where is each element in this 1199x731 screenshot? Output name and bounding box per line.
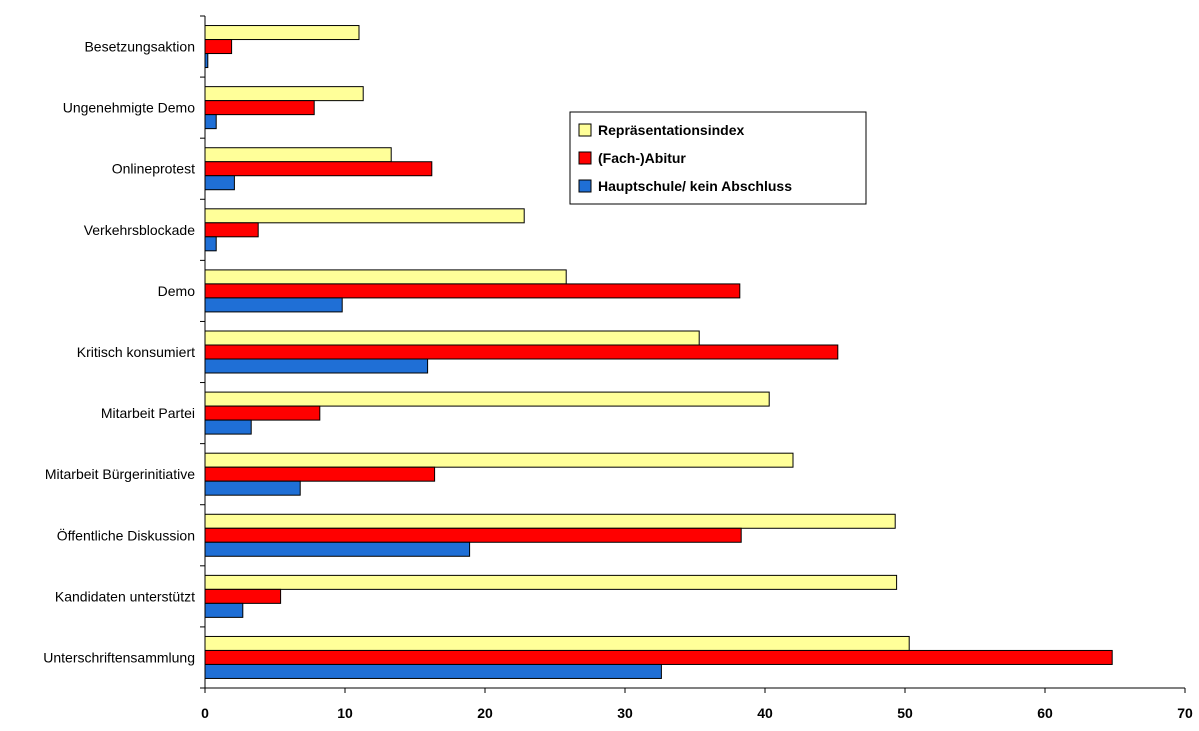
bar-mitarbeit-partei-hauptschule-kein-abschluss [204,419,252,435]
bar-kandidaten-unterstutzt-hauptschule-kein-abschluss [204,602,244,618]
legend-label-fach-abitur: (Fach-)Abitur [598,150,686,166]
x-tick-label-30: 30 [617,705,633,721]
category-label-ungenehmigte-demo: Ungenehmigte Demo [63,100,196,116]
bar-kandidaten-unterstutzt-fach-abitur [204,588,282,604]
x-tick-label-0: 0 [201,705,209,721]
bar-verkehrsblockade-reprasentationsindex [204,208,525,224]
bar-ungenehmigte-demo-reprasentationsindex [204,86,364,102]
bar-besetzungsaktion-reprasentationsindex [204,25,360,41]
legend: Repräsentationsindex (Fach-)Abitur Hauptsc… [569,111,867,205]
bar-onlineprotest-fach-abitur [204,161,433,177]
bar-mitarbeit-partei-fach-abitur [204,405,321,421]
bar-offentliche-diskussion-reprasentationsindex [204,513,896,529]
bar-onlineprotest-reprasentationsindex [204,147,392,163]
axes-layer: Besetzungsaktion Ungenehmigte Demo Onlinep… [43,15,1193,721]
category-label-besetzungsaktion: Besetzungsaktion [84,39,195,55]
bar-besetzungsaktion-fach-abitur [204,39,233,55]
legend-swatch-reprasentationsindex [578,123,592,137]
legend-label-reprasentationsindex: Repräsentationsindex [598,122,744,138]
bar-kritisch-konsumiert-fach-abitur [204,344,839,360]
x-tick-label-60: 60 [1037,705,1053,721]
bar-mitarbeit-burgerinitiative-reprasentationsindex [204,452,794,468]
bar-unterschriftensammlung-hauptschule-kein-abschluss [204,663,662,679]
bar-mitarbeit-burgerinitiative-fach-abitur [204,466,436,482]
category-label-kritisch-konsumiert: Kritisch konsumiert [77,344,195,360]
bar-offentliche-diskussion-fach-abitur [204,527,742,543]
bar-verkehrsblockade-hauptschule-kein-abschluss [204,236,217,252]
category-label-demo: Demo [158,283,196,299]
legend-box [569,111,867,205]
bar-offentliche-diskussion-hauptschule-kein-abschluss [204,541,471,557]
legend-swatch-hauptschule-kein-abschluss [578,179,592,193]
x-tick-label-70: 70 [1177,705,1193,721]
x-tick-label-40: 40 [757,705,773,721]
bar-kritisch-konsumiert-hauptschule-kein-abschluss [204,358,429,374]
bar-demo-hauptschule-kein-abschluss [204,297,343,313]
category-label-mitarbeit-burgerinitiative: Mitarbeit Bürgerinitiative [45,466,195,482]
bar-mitarbeit-burgerinitiative-hauptschule-kein-abschluss [204,480,301,496]
bar-verkehrsblockade-fach-abitur [204,222,259,238]
bars-layer [204,25,1113,679]
bar-unterschriftensammlung-fach-abitur [204,649,1113,665]
category-label-unterschriftensammlung: Unterschriftensammlung [43,649,195,665]
bar-ungenehmigte-demo-hauptschule-kein-abschluss [204,114,217,130]
bar-kritisch-konsumiert-reprasentationsindex [204,330,700,346]
bar-demo-fach-abitur [204,283,741,299]
category-label-offentliche-diskussion: Öffentliche Diskussion [57,526,195,543]
category-label-onlineprotest: Onlineprotest [112,161,195,177]
bar-kandidaten-unterstutzt-reprasentationsindex [204,574,898,590]
x-tick-label-20: 20 [477,705,493,721]
legend-label-hauptschule-kein-abschluss: Hauptschule/ kein Abschluss [598,178,792,194]
x-tick-label-10: 10 [337,705,353,721]
bar-onlineprotest-hauptschule-kein-abschluss [204,175,235,191]
bar-ungenehmigte-demo-fach-abitur [204,100,315,116]
category-label-mitarbeit-partei: Mitarbeit Partei [101,405,195,421]
bar-unterschriftensammlung-reprasentationsindex [204,635,910,651]
bar-demo-reprasentationsindex [204,269,567,285]
x-tick-label-50: 50 [897,705,913,721]
bar-mitarbeit-partei-reprasentationsindex [204,391,770,407]
category-label-kandidaten-unterstutzt: Kandidaten unterstützt [55,588,195,604]
legend-swatch-fach-abitur [578,151,592,165]
category-label-verkehrsblockade: Verkehrsblockade [84,222,196,238]
